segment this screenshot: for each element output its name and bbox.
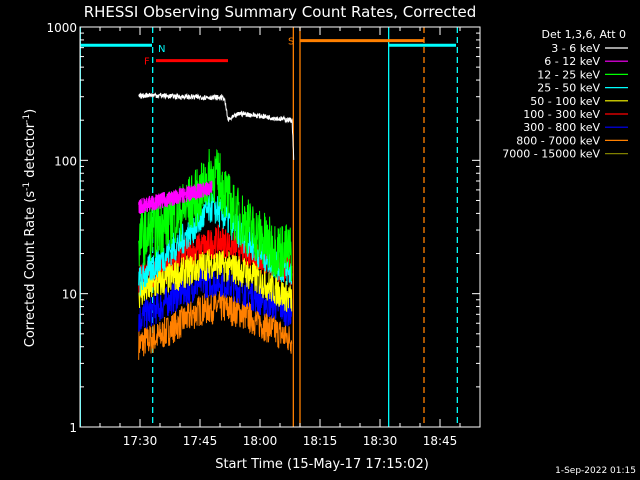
legend-entry-label: 3 - 6 keV: [551, 42, 600, 55]
axes: 17:30 17:45 18:00 18:15 18:30 18:45 1 10 100 1000: [46, 21, 481, 448]
x-tick-label: 17:30: [123, 434, 158, 448]
x-tick-label: 17:45: [183, 434, 218, 448]
series-line: [138, 249, 293, 312]
x-tick-label: 18:15: [303, 434, 338, 448]
series-line: [138, 180, 213, 214]
flag-bar-label: N: [158, 44, 165, 55]
x-axis-label: Start Time (15-May-17 17:15:02): [215, 457, 429, 472]
y-tick-label: 1000: [46, 21, 77, 35]
legend-entry-label: 25 - 50 keV: [537, 82, 600, 95]
legend-header: Det 1,3,6, Att 0: [542, 28, 626, 41]
legend-entry-label: 7000 - 15000 keV: [502, 148, 600, 161]
flag-bar-label: S: [288, 37, 294, 48]
series-line: [138, 265, 293, 332]
chart-title: RHESSI Observing Summary Count Rates, Co…: [84, 3, 477, 21]
legend-entry-label: 50 - 100 keV: [530, 95, 600, 108]
series-line: [138, 92, 295, 160]
y-tick-label: 1: [69, 421, 77, 435]
series-line: [138, 192, 293, 296]
series-line: [138, 289, 293, 360]
y-axis-label: Corrected Count Rate (s-1 detector-1): [22, 109, 38, 347]
y-axis-label-part: Corrected Count Rate (s: [23, 191, 38, 348]
timestamp-label: 1-Sep-2022 01:15: [555, 466, 636, 476]
y-axis-label-sup: -1: [22, 182, 32, 191]
legend-entry-label: 12 - 25 keV: [537, 68, 600, 81]
y-tick-label: 10: [62, 288, 77, 302]
y-axis-label-part: ): [23, 109, 38, 114]
plot-marks: NF S: [79, 27, 458, 427]
x-tick-label: 18:30: [363, 434, 398, 448]
legend-entry-label: 300 - 800 keV: [523, 121, 600, 134]
y-axis-label-part: detector: [23, 122, 38, 182]
flag-bar-label: F: [144, 57, 150, 68]
legend-entry-label: 800 - 7000 keV: [516, 134, 600, 147]
legend-entry-label: 6 - 12 keV: [544, 55, 600, 68]
x-tick-label: 18:45: [423, 434, 458, 448]
y-tick-label: 100: [54, 154, 77, 168]
x-tick-label: 18:00: [243, 434, 278, 448]
series-line: [138, 148, 293, 282]
y-axis-label-sup: -1: [22, 114, 32, 123]
legend-entry-label: 100 - 300 keV: [523, 108, 600, 121]
